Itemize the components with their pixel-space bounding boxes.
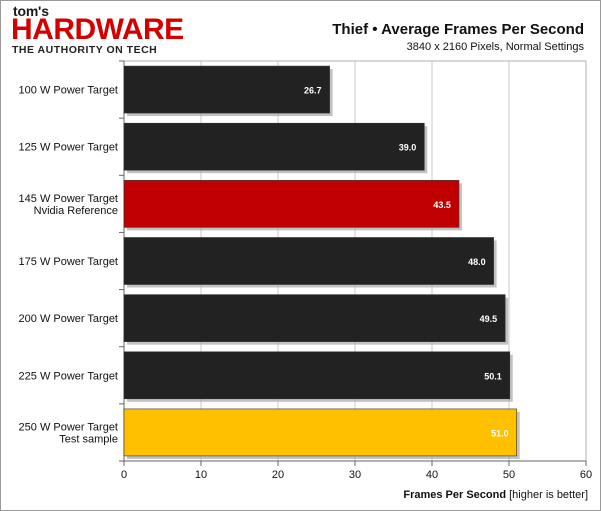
chart-subtitle: 3840 x 2160 Pixels, Normal Settings <box>406 41 584 53</box>
bar <box>123 294 506 342</box>
x-tick-label: 10 <box>195 469 207 481</box>
bar-value-label: 49.5 <box>480 314 498 324</box>
category-label: Test sample <box>59 433 118 445</box>
category-label: Nvidia Reference <box>34 205 118 217</box>
category-label: 175 W Power Target <box>19 256 118 268</box>
bar-value-label: 39.0 <box>399 143 417 153</box>
x-axis-label-note: [higher is better] <box>509 489 588 501</box>
bar-value-label: 43.5 <box>433 200 451 210</box>
bar-value-label: 51.0 <box>491 428 509 438</box>
category-label: 225 W Power Target <box>19 370 118 382</box>
bar <box>123 180 460 228</box>
bar-value-label: 50.1 <box>484 371 502 381</box>
category-label: 250 W Power Target <box>19 421 118 433</box>
x-tick-label: 20 <box>272 469 284 481</box>
category-label: 200 W Power Target <box>19 313 118 325</box>
category-label: 100 W Power Target <box>19 85 118 97</box>
x-tick-label: 50 <box>503 469 515 481</box>
bar-value-label: 48.0 <box>468 257 486 267</box>
category-label: 145 W Power Target <box>19 193 118 205</box>
category-label: 125 W Power Target <box>19 142 118 154</box>
x-tick-label: 30 <box>349 469 361 481</box>
x-axis-label-main: Frames Per Second <box>403 489 507 501</box>
bar-value-label: 26.7 <box>304 86 322 96</box>
chart-title: Thief • Average Frames Per Second <box>332 21 584 38</box>
bar <box>123 65 330 114</box>
bar <box>123 237 494 285</box>
x-tick-label: 0 <box>121 469 127 481</box>
x-tick-label: 60 <box>580 469 592 481</box>
logo-main-text: HARDWARE <box>11 13 184 46</box>
bar <box>123 122 425 171</box>
logo-small-text: tom's <box>13 3 49 19</box>
x-axis-label: Frames Per Second [higher is better] <box>403 489 588 501</box>
bar <box>123 351 511 400</box>
x-tick-label: 40 <box>426 469 438 481</box>
logo-tagline: THE AUTHORITY ON TECH <box>12 44 158 56</box>
bar <box>123 408 518 457</box>
